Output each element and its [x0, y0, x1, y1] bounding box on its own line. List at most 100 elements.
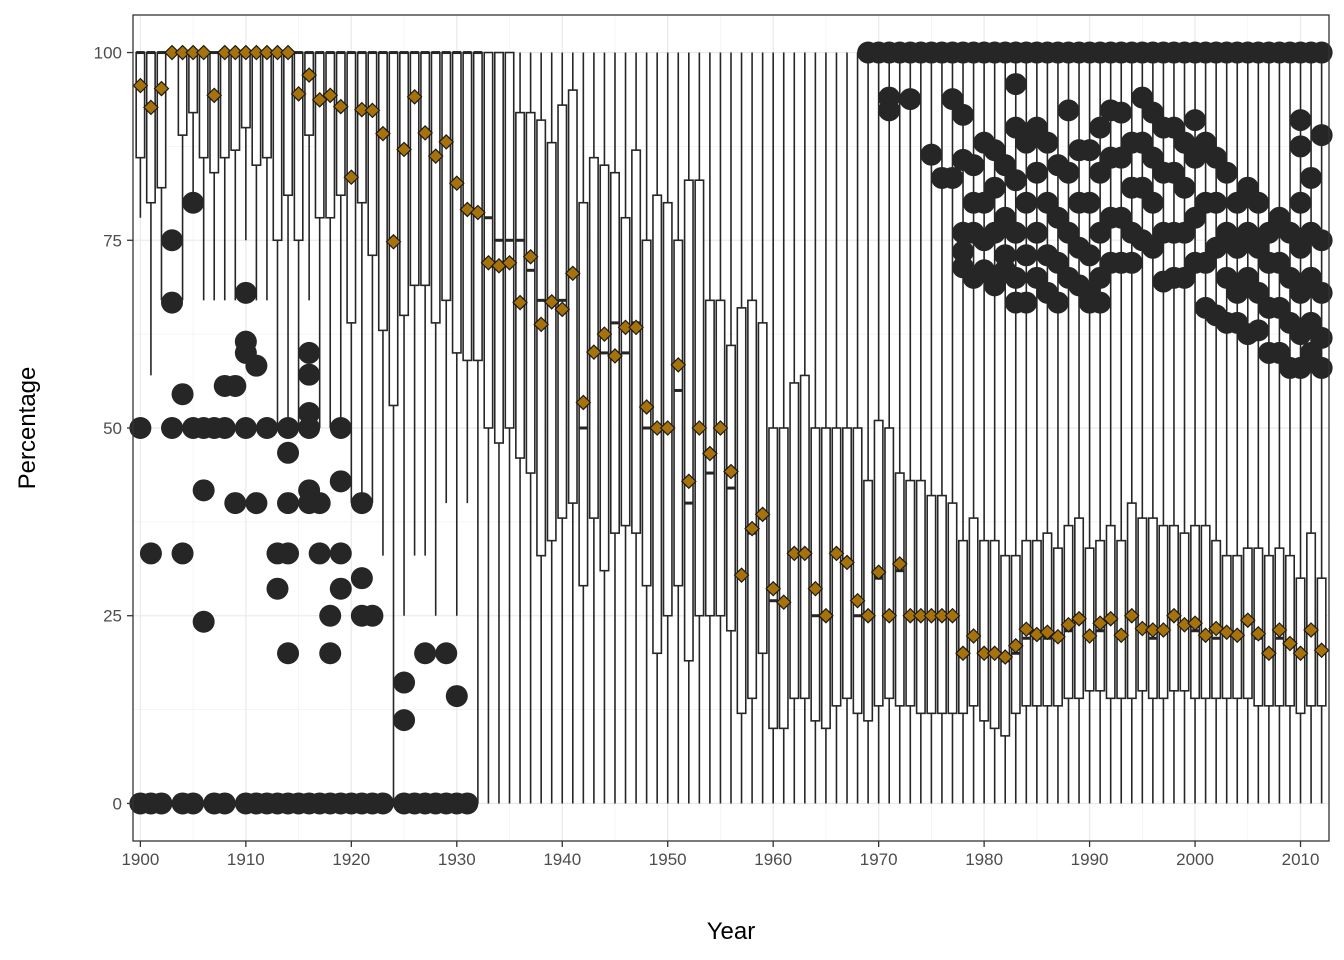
- mean-marker: [891, 556, 908, 572]
- box-1919: [335, 51, 346, 428]
- mean-marker: [153, 80, 170, 97]
- mean-marker: [522, 248, 539, 265]
- box-body: [430, 51, 441, 324]
- box-1976: [936, 52, 947, 804]
- x-axis-title: Year: [707, 918, 756, 945]
- y-tick-label: 25: [103, 607, 122, 626]
- mean-marker: [902, 607, 919, 624]
- box-body: [662, 201, 673, 617]
- box-body: [915, 479, 926, 715]
- outlier-point: [329, 470, 352, 493]
- y-tick-label: 50: [103, 419, 122, 438]
- y-tick-label: 100: [94, 44, 122, 63]
- box-1926: [409, 51, 420, 556]
- mean-marker: [1313, 642, 1330, 659]
- outlier-point: [213, 792, 236, 815]
- outlier-point: [983, 176, 1006, 199]
- outlier-point: [224, 492, 247, 515]
- box-body: [694, 179, 705, 617]
- outlier-point: [319, 604, 342, 627]
- box-body: [1052, 547, 1063, 707]
- outlier-point: [1057, 161, 1080, 184]
- box-body: [1200, 524, 1211, 700]
- mean-marker: [733, 567, 750, 584]
- box-body: [958, 539, 969, 715]
- box-1957: [736, 52, 747, 804]
- mean-marker: [744, 520, 760, 537]
- mean-marker: [332, 98, 349, 115]
- outlier-point: [1289, 135, 1312, 158]
- mean-marker: [364, 102, 381, 119]
- box-1936: [515, 52, 526, 804]
- box-1938: [536, 52, 547, 804]
- box-1956: [725, 52, 737, 804]
- box-body: [1063, 524, 1074, 700]
- y-tick-label: 75: [103, 231, 122, 250]
- box-body: [325, 51, 336, 219]
- box-body: [1084, 547, 1095, 692]
- box-body: [715, 299, 726, 617]
- mean-marker: [1102, 610, 1119, 627]
- x-tick-label: 2010: [1282, 850, 1320, 869]
- box-body: [546, 141, 557, 542]
- box-1918: [325, 51, 336, 428]
- mean-marker: [870, 564, 887, 581]
- box-1994: [1126, 52, 1137, 804]
- mean-marker: [1187, 615, 1203, 632]
- mean-marker: [227, 44, 244, 61]
- box-body: [1042, 532, 1053, 707]
- box-body: [1179, 532, 1190, 692]
- outlier-point: [161, 229, 184, 252]
- mean-marker: [1071, 610, 1087, 627]
- mean-marker: [1239, 612, 1256, 629]
- outlier-point: [1184, 109, 1207, 132]
- x-tick-label: 1970: [860, 850, 898, 869]
- mean-marker: [280, 44, 296, 61]
- mean-marker: [1123, 607, 1140, 624]
- outlier-point: [161, 291, 184, 314]
- y-tick-label: 0: [113, 794, 122, 813]
- outlier-point: [329, 417, 352, 439]
- box-1922: [367, 51, 378, 504]
- mean-marker: [976, 645, 992, 662]
- box-body: [335, 51, 346, 197]
- outlier-point: [298, 417, 321, 439]
- mean-marker: [754, 506, 771, 523]
- outlier-point: [277, 492, 300, 515]
- mean-marker: [775, 594, 792, 611]
- mean-marker: [396, 141, 412, 158]
- box-body: [1031, 539, 1042, 707]
- mean-marker: [132, 77, 149, 94]
- box-body: [198, 51, 209, 159]
- outlier-point: [192, 610, 215, 633]
- mean-marker: [301, 67, 317, 83]
- box-body: [673, 239, 684, 587]
- mean-marker: [912, 607, 929, 624]
- box-1974: [915, 52, 926, 804]
- box-body: [905, 479, 916, 707]
- mean-marker: [607, 348, 623, 364]
- mean-marker: [259, 44, 275, 61]
- mean-marker: [1271, 622, 1288, 638]
- outlier-point: [1310, 281, 1333, 304]
- outlier-point: [1173, 176, 1196, 199]
- outlier-point: [350, 567, 373, 590]
- box-body: [1284, 554, 1295, 707]
- outlier-point: [1215, 161, 1238, 184]
- outlier-layer: [129, 41, 1333, 815]
- box-body: [873, 419, 884, 707]
- box-body: [525, 111, 536, 474]
- outlier-point: [899, 88, 922, 111]
- outlier-point: [1025, 161, 1048, 184]
- outlier-point: [329, 542, 352, 565]
- outlier-point: [1310, 41, 1333, 64]
- box-1934: [493, 51, 504, 804]
- mean-marker: [406, 89, 423, 105]
- outlier-point: [952, 240, 975, 263]
- box-1935: [504, 51, 515, 804]
- outlier-point: [1078, 191, 1101, 214]
- mean-marker: [1250, 625, 1267, 642]
- box-body: [219, 51, 230, 159]
- mean-marker: [1197, 627, 1214, 644]
- box-1933: [483, 51, 494, 804]
